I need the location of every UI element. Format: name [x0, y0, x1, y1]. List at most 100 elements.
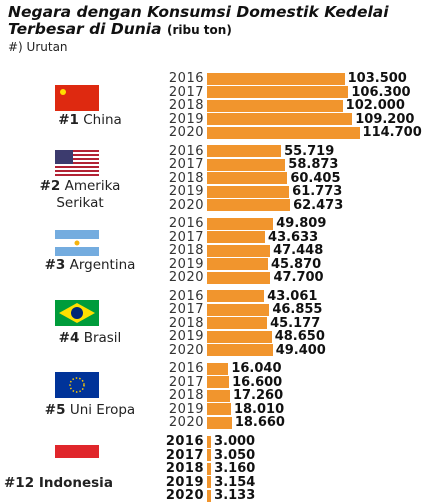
year-label: 2017 — [158, 158, 204, 171]
year-label: 2017 — [158, 376, 204, 389]
value-label: 109.200 — [355, 113, 414, 126]
year-label: 2017 — [158, 231, 204, 244]
bar — [207, 363, 228, 375]
rank: #5 — [45, 402, 66, 418]
bar — [207, 449, 211, 461]
flag-china — [55, 85, 99, 111]
bar — [207, 436, 211, 448]
country-label: #5 Uni Eropa — [30, 402, 150, 419]
year-label: 2018 — [158, 99, 204, 112]
value-label: 47.700 — [273, 271, 323, 284]
country-label: #2 Amerika Serikat — [30, 178, 130, 212]
bar — [207, 290, 264, 302]
bar — [207, 376, 229, 388]
flag-brasil — [55, 300, 99, 326]
country-name: Amerika Serikat — [56, 178, 120, 211]
flag-argentina — [55, 230, 99, 256]
bar — [207, 245, 270, 257]
year-label: 2020 — [158, 199, 204, 212]
bar — [207, 304, 269, 316]
value-label: 3.133 — [214, 489, 255, 502]
year-label: 2018 — [158, 244, 204, 257]
bar — [207, 403, 231, 415]
bar — [207, 73, 345, 85]
year-label: 2016 — [158, 217, 204, 230]
value-label: 3.160 — [214, 462, 255, 475]
value-label: 102.000 — [346, 99, 405, 112]
year-label: 2018 — [158, 389, 204, 402]
value-label: 55.719 — [284, 145, 334, 158]
value-label: 48.650 — [275, 330, 325, 343]
value-label: 3.154 — [214, 476, 255, 489]
country-label: #12 Indonesia — [4, 475, 113, 492]
year-label: 2020 — [158, 489, 204, 502]
value-label: 58.873 — [288, 158, 338, 171]
year-label: 2018 — [158, 317, 204, 330]
year-label: 2020 — [158, 126, 204, 139]
year-label: 2019 — [158, 113, 204, 126]
value-label: 103.500 — [348, 72, 407, 85]
year-label: 2018 — [158, 172, 204, 185]
country-name: Argentina — [70, 257, 136, 273]
value-label: 49.400 — [276, 344, 326, 357]
bar — [207, 231, 265, 243]
value-label: 3.000 — [214, 435, 255, 448]
country-name: China — [83, 112, 122, 128]
value-label: 45.177 — [270, 317, 320, 330]
value-label: 61.773 — [292, 185, 342, 198]
bar — [207, 490, 211, 502]
unit: (ribu ton) — [167, 23, 232, 37]
value-label: 45.870 — [271, 258, 321, 271]
value-label: 3.050 — [214, 449, 255, 462]
year-label: 2016 — [158, 145, 204, 158]
year-label: 2016 — [158, 290, 204, 303]
bar — [207, 417, 232, 429]
value-label: 114.700 — [363, 126, 422, 139]
year-label: 2020 — [158, 344, 204, 357]
year-label: 2020 — [158, 416, 204, 429]
year-label: 2019 — [158, 258, 204, 271]
bar — [207, 113, 352, 125]
year-label: 2016 — [158, 362, 204, 375]
year-label: 2019 — [158, 476, 204, 489]
rank: #4 — [59, 330, 80, 346]
bar — [207, 199, 290, 211]
year-label: 2016 — [158, 72, 204, 85]
year-label: 2017 — [158, 86, 204, 99]
bar — [207, 186, 289, 198]
bar — [207, 344, 273, 356]
bar — [207, 258, 268, 270]
year-label: 2017 — [158, 449, 204, 462]
bar — [207, 317, 267, 329]
bar — [207, 172, 287, 184]
country-label: #1 China — [30, 112, 150, 129]
year-label: 2019 — [158, 330, 204, 343]
bar — [207, 218, 273, 230]
note: #) Urutan — [8, 40, 68, 54]
year-label: 2020 — [158, 271, 204, 284]
value-label: 49.809 — [276, 217, 326, 230]
year-label: 2016 — [158, 435, 204, 448]
bar — [207, 159, 285, 171]
bar — [207, 272, 270, 284]
year-label: 2019 — [158, 185, 204, 198]
rank: #1 — [58, 112, 79, 128]
value-label: 47.448 — [273, 244, 323, 257]
rank: #2 — [40, 178, 61, 194]
value-label: 106.300 — [351, 86, 410, 99]
value-label: 60.405 — [290, 172, 340, 185]
country-name: Indonesia — [39, 475, 113, 491]
bar — [207, 145, 281, 157]
year-label: 2019 — [158, 403, 204, 416]
value-label: 18.660 — [235, 416, 285, 429]
rank: #3 — [45, 257, 66, 273]
bar — [207, 86, 348, 98]
flag-eu — [55, 372, 99, 398]
year-label: 2017 — [158, 303, 204, 316]
bar — [207, 331, 272, 343]
value-label: 46.855 — [272, 303, 322, 316]
country-name: Brasil — [84, 330, 122, 346]
country-label: #3 Argentina — [30, 257, 150, 274]
page: {"chart_data": {"type": "bar", "title": … — [0, 0, 440, 503]
flag-indonesia — [55, 445, 99, 471]
